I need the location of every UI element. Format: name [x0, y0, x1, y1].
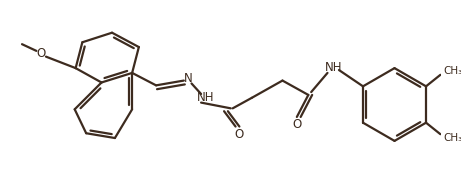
- Text: N: N: [184, 72, 193, 85]
- Text: CH₃: CH₃: [443, 66, 461, 76]
- Text: O: O: [292, 118, 301, 131]
- Text: O: O: [36, 47, 46, 60]
- Text: NH: NH: [197, 91, 215, 104]
- Text: NH: NH: [325, 61, 342, 74]
- Text: O: O: [235, 128, 244, 141]
- Text: CH₃: CH₃: [443, 133, 461, 143]
